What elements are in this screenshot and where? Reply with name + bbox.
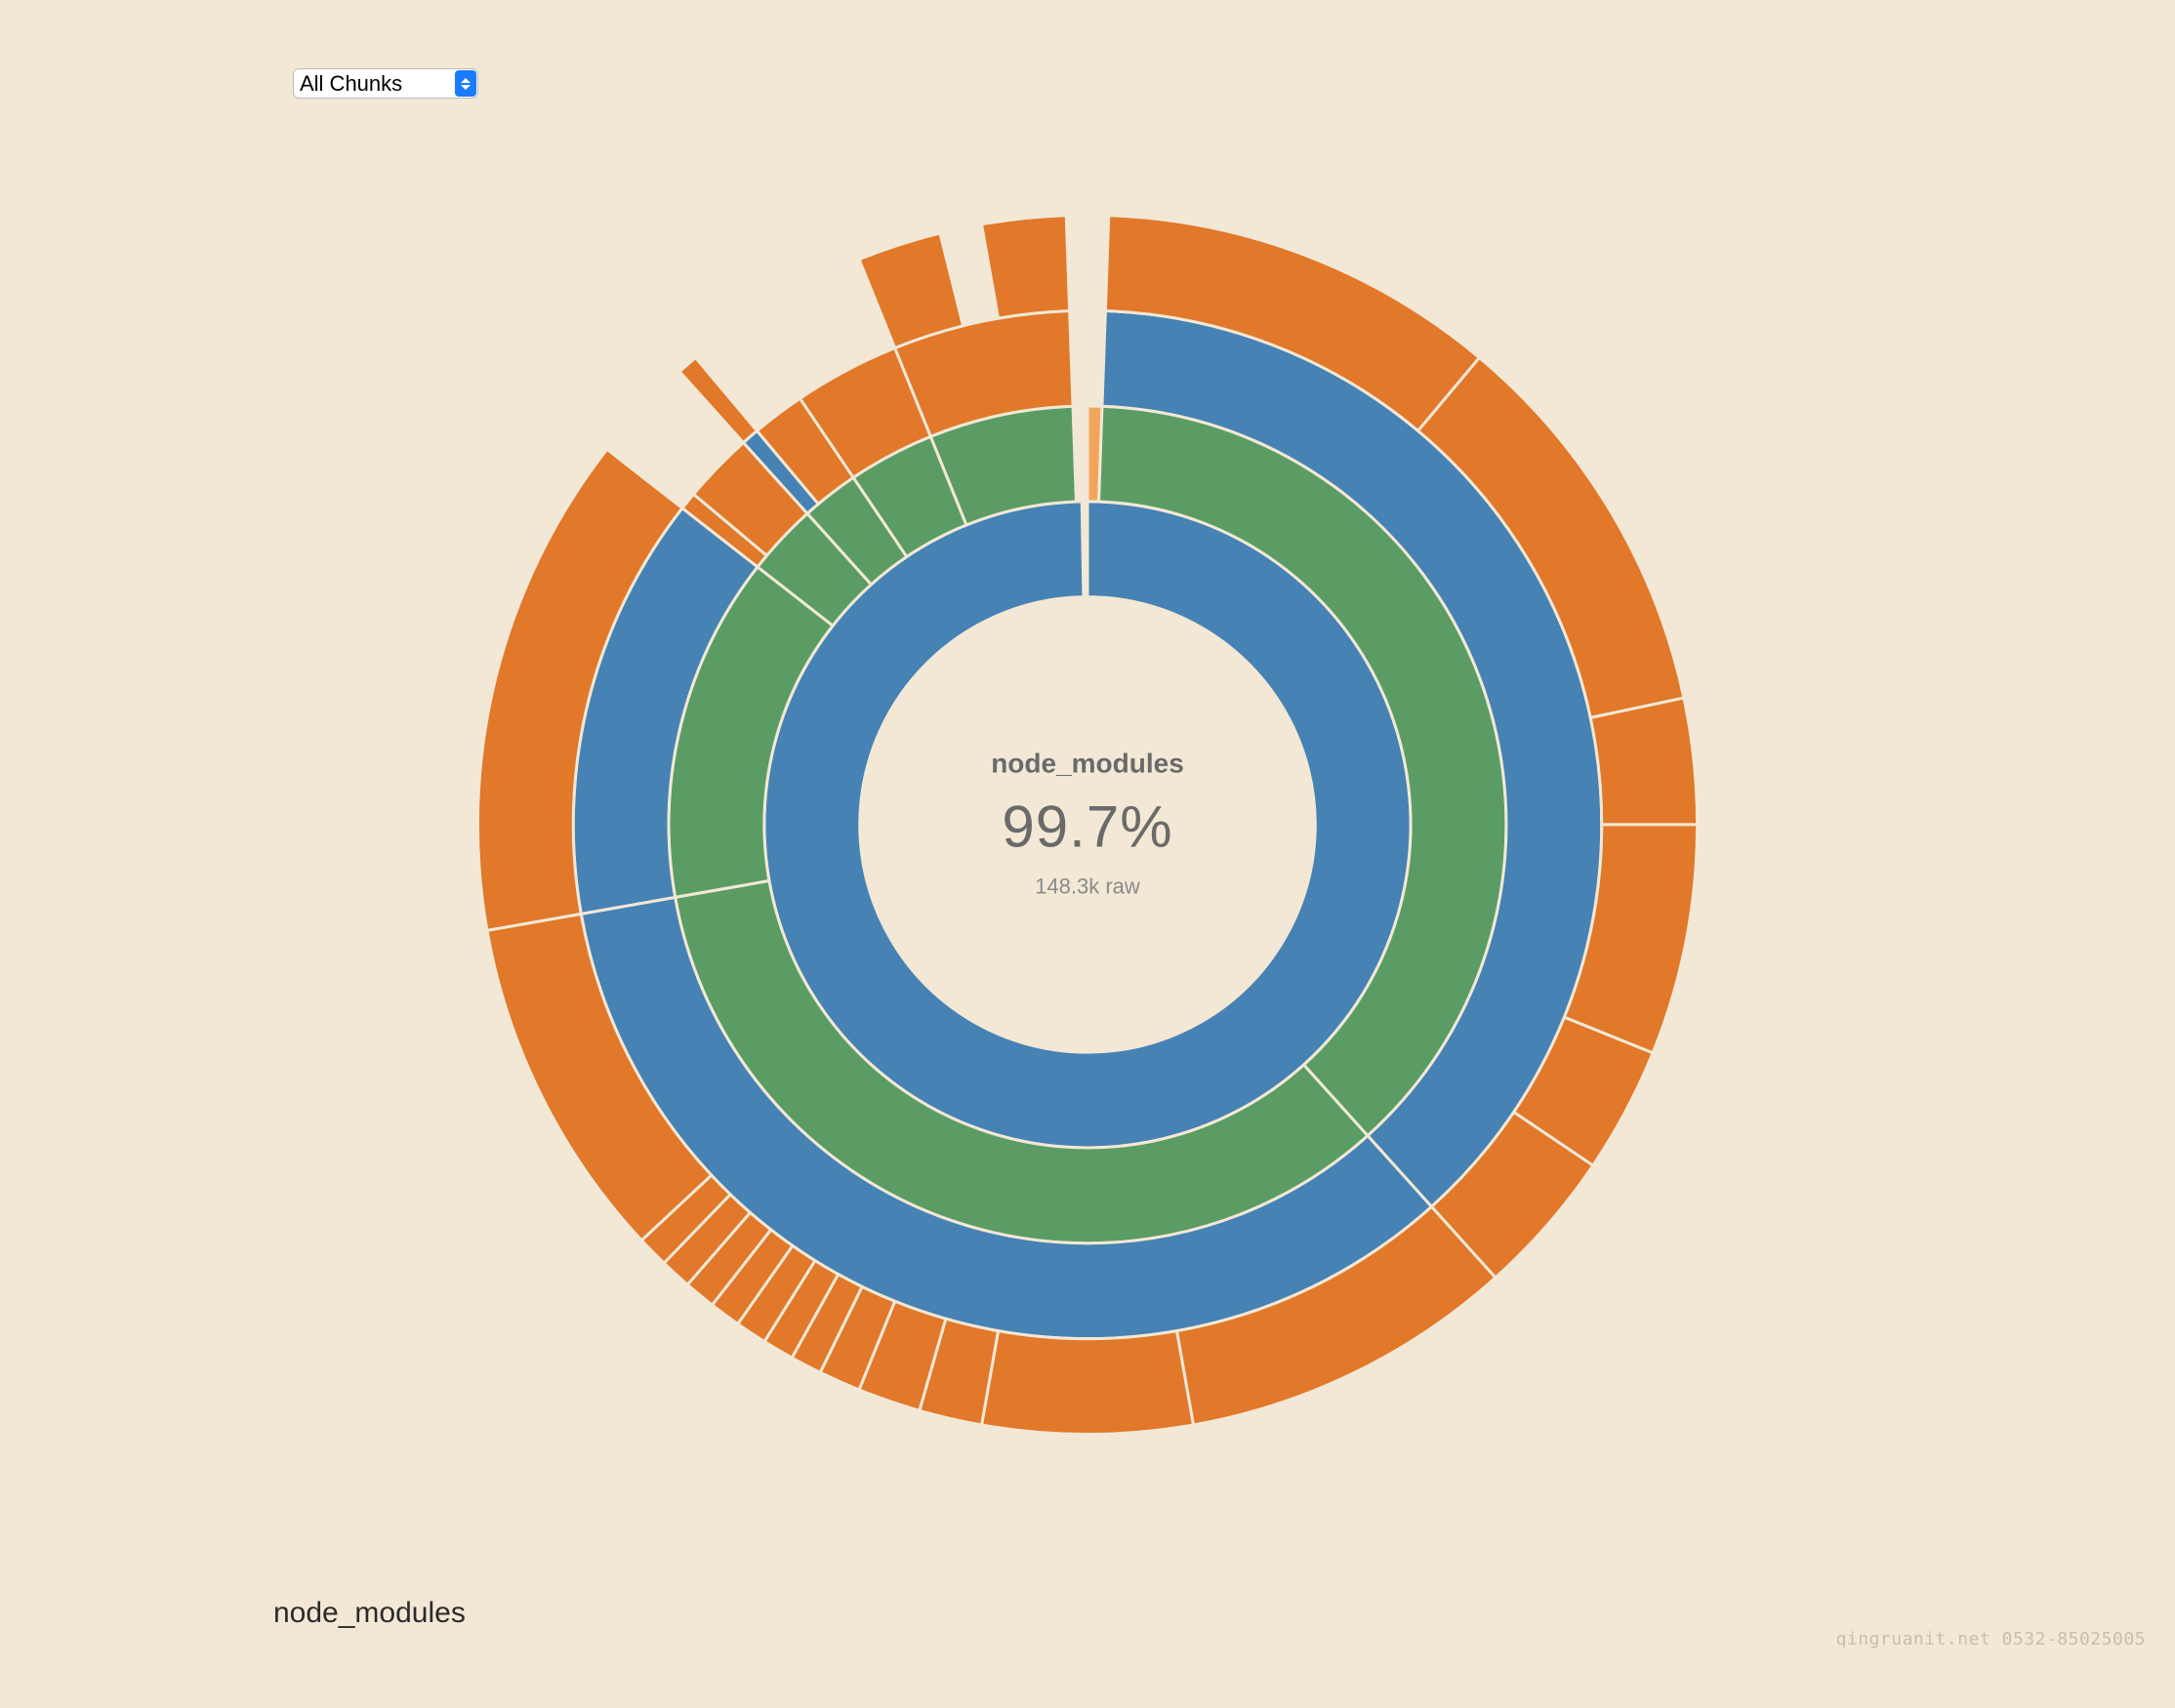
watermark: qingruanit.net 0532-85025005 — [1836, 1629, 2146, 1649]
sunburst-arc[interactable] — [764, 502, 1411, 1148]
sunburst-arc[interactable] — [1590, 698, 1697, 825]
sunburst-arc[interactable] — [982, 216, 1070, 318]
sunburst-chart-container — [353, 90, 1823, 1559]
breadcrumb: node_modules — [273, 1597, 466, 1630]
sunburst-arc[interactable] — [982, 1331, 1194, 1435]
sunburst-chart[interactable] — [353, 90, 1823, 1559]
sunburst-arc[interactable] — [679, 357, 757, 442]
sunburst-arc[interactable] — [859, 233, 964, 348]
